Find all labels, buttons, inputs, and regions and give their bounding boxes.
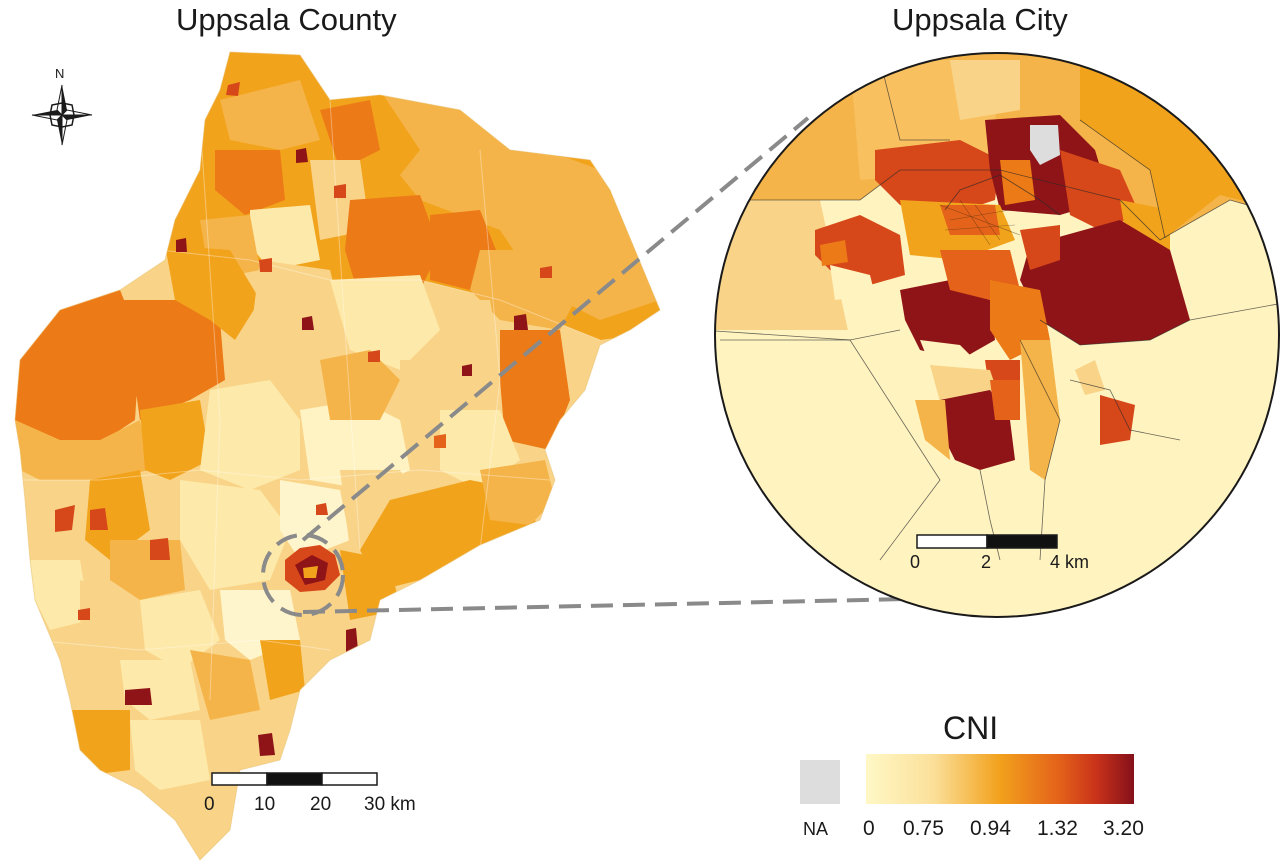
legend-tick-3: 1.32: [1037, 817, 1078, 840]
zoom-connector: [261, 116, 956, 617]
legend-tick-1: 0.75: [903, 817, 944, 840]
city-inset-frame: [714, 52, 1280, 618]
county-scale-tick-3: 30 km: [364, 794, 416, 815]
county-map-title: Uppsala County: [176, 2, 397, 37]
county-scale-tick-2: 20: [310, 794, 331, 815]
county-scale-tick-1: 10: [254, 794, 275, 815]
county-urban-patches: [55, 82, 552, 756]
city-map-title: Uppsala City: [892, 2, 1068, 37]
county-outline: [14, 51, 661, 861]
legend-title: CNI: [943, 710, 999, 746]
legend-na-label: NA: [803, 819, 829, 839]
legend-color-ramp: [866, 754, 1134, 804]
city-scale-tick-1: 2: [981, 552, 991, 572]
uppsala-city-cluster: [285, 545, 340, 592]
legend-tick-2: 0.94: [970, 817, 1011, 840]
legend-tick-4: 3.20: [1103, 817, 1144, 840]
na-district: [1030, 125, 1060, 165]
city-scale-tick-0: 0: [910, 552, 920, 572]
legend-tick-0: 0: [863, 817, 875, 840]
north-label: N: [55, 66, 64, 81]
county-scale-tick-0: 0: [204, 794, 215, 815]
city-scale-bar: [916, 534, 1058, 549]
legend-na-swatch: [800, 760, 840, 804]
city-map[interactable]: [700, 40, 1280, 640]
city-scale-tick-2: 4 km: [1050, 552, 1089, 572]
north-arrow-icon: [31, 84, 93, 146]
county-scale-bar: [211, 772, 378, 786]
county-map[interactable]: [0, 40, 680, 867]
